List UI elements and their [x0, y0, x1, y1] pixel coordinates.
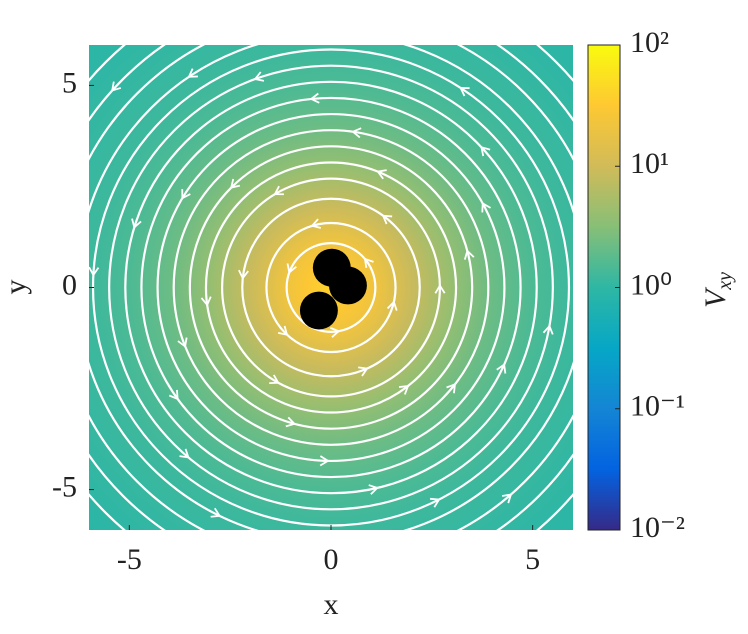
- streamline-arrow: [330, 327, 341, 338]
- streamline-arrow: [210, 507, 222, 518]
- streamline-arrow: [420, 26, 429, 35]
- streamline-arrow: [269, 374, 280, 385]
- colorbar-label-main: V: [699, 286, 732, 308]
- x-tick-label: 5: [525, 543, 540, 576]
- streamline-arrow: [398, 384, 410, 395]
- streamline-arrow: [368, 484, 379, 495]
- streamline-arrow: [496, 363, 507, 374]
- streamline-arrow: [238, 269, 249, 280]
- plot-area: [35, 26, 573, 578]
- streamline-arrow: [434, 283, 446, 294]
- streamline: [221, 177, 442, 398]
- streamline-arrow: [177, 337, 188, 349]
- streamline-arrow: [168, 389, 179, 401]
- streamline-arrow: [89, 266, 100, 277]
- streamline-arrow: [229, 178, 241, 189]
- streamline-arrow: [277, 325, 289, 336]
- x-tick-label: 0: [324, 543, 339, 576]
- streamline-arrow: [363, 257, 374, 269]
- streamline-arrow: [480, 145, 491, 157]
- y-axis-label: y: [0, 280, 32, 295]
- colorbar-label: Vxy: [699, 272, 736, 308]
- streamline-arrow: [111, 81, 122, 92]
- colorbar-tick-label: 10⁻¹: [630, 390, 685, 423]
- streamline: [156, 112, 506, 463]
- streamline-arrow: [446, 382, 457, 394]
- streamline-arrow: [319, 455, 330, 467]
- streamline-arrow: [459, 86, 470, 97]
- streamline: [140, 96, 522, 479]
- streamline-arrow: [285, 416, 297, 428]
- streamline-arrow: [386, 300, 398, 311]
- streamline-arrow: [376, 169, 387, 180]
- streamline: [204, 161, 458, 414]
- colorbar-tick-label: 10⁰: [630, 268, 672, 301]
- colorbar-label-sub: xy: [714, 272, 736, 291]
- colorbar-tick-label: 10¹: [630, 147, 669, 180]
- streamline-arrow: [273, 185, 284, 196]
- streamline-arrow: [181, 189, 191, 200]
- streamline-arrow: [56, 331, 65, 339]
- streamline-arrow: [179, 448, 190, 459]
- streamline: [188, 145, 474, 430]
- streamline: [265, 221, 397, 354]
- streamline-arrow: [187, 68, 198, 78]
- streamline-arrow: [35, 413, 44, 422]
- streamline-arrow: [131, 218, 142, 230]
- streamline-arrow: [351, 127, 362, 139]
- body: [299, 291, 338, 330]
- streamline-arrow: [286, 263, 297, 274]
- streamline: [241, 197, 421, 378]
- colorbar-tick-label: 10⁻²: [630, 511, 685, 544]
- streamline-arrow: [261, 569, 269, 578]
- streamline: [124, 80, 538, 495]
- streamline: [172, 129, 490, 446]
- y-tick-label: 5: [62, 66, 77, 99]
- streamline-arrow: [310, 218, 322, 229]
- y-tick-label: -5: [52, 470, 77, 503]
- colorbar-tick-label: 10²: [630, 26, 669, 59]
- streamline-arrow: [200, 296, 212, 307]
- streamline-arrow: [481, 201, 491, 213]
- body: [328, 266, 367, 305]
- x-tick-label: -5: [117, 543, 142, 576]
- streamline-arrow: [463, 249, 475, 260]
- colorbar: [587, 44, 621, 531]
- streamline-arrow: [309, 92, 320, 104]
- streamline-arrow: [542, 324, 554, 335]
- y-tick-label: 0: [62, 268, 77, 301]
- streamline-arrow: [429, 497, 441, 508]
- streamline: [285, 242, 377, 333]
- streamline-arrow: [501, 493, 513, 504]
- streamline-arrow: [253, 71, 265, 82]
- streamline: [108, 64, 554, 511]
- streamline-arrow: [381, 214, 393, 225]
- streamline-arrow: [358, 366, 369, 377]
- x-axis-label: x: [324, 588, 339, 621]
